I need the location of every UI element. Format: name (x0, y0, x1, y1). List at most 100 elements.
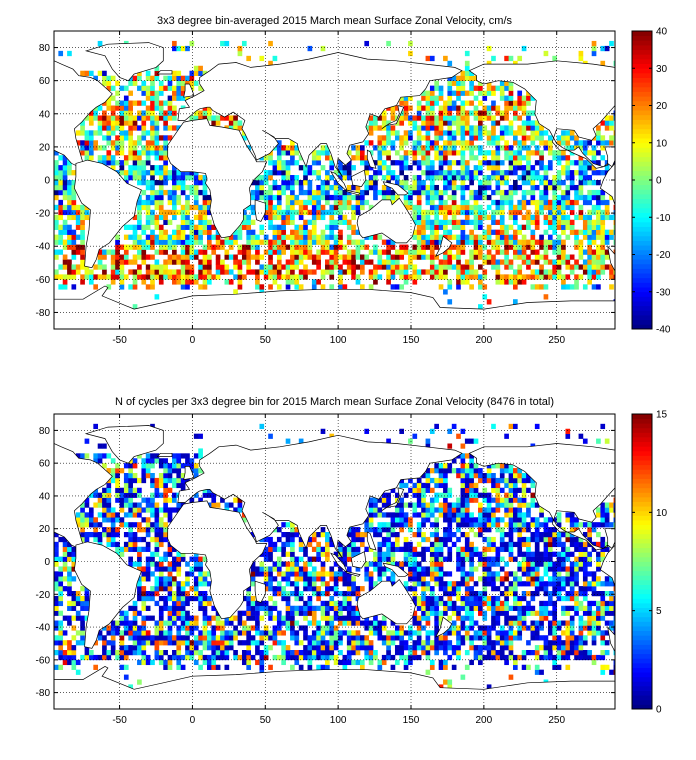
bin-cell (394, 507, 400, 513)
bin-cell (447, 463, 453, 469)
bin-cell (460, 640, 466, 646)
bin-cell (508, 189, 514, 196)
bin-cell (408, 189, 413, 196)
bin-cell (180, 581, 186, 587)
bin-cell (316, 551, 321, 557)
bin-cell (342, 664, 348, 670)
bin-cell (325, 551, 330, 557)
bin-cell (578, 254, 584, 260)
bin-cell (473, 175, 479, 181)
bin-cell (456, 556, 461, 562)
bin-cell (88, 130, 94, 136)
bin-cell (543, 140, 549, 146)
bin-cell (547, 269, 553, 275)
bin-cell (54, 650, 59, 656)
bin-cell (259, 566, 265, 572)
bin-cell (561, 150, 566, 156)
bin-cell (469, 497, 474, 503)
bin-cell (123, 664, 129, 670)
bin-cell (106, 135, 112, 141)
bin-cell (565, 155, 571, 161)
bin-cell (451, 224, 457, 230)
bin-cell (54, 194, 59, 201)
bin-cell (478, 224, 483, 230)
bin-cell (591, 180, 597, 186)
bin-cell (246, 654, 252, 661)
bin-cell (93, 264, 99, 270)
bin-cell (220, 115, 225, 121)
bin-cell (486, 204, 492, 211)
bin-cell (447, 443, 453, 449)
bin-cell (342, 654, 348, 661)
bin-cell (298, 640, 304, 646)
bin-cell (368, 180, 374, 186)
bin-cell (552, 184, 558, 191)
bin-cell (207, 254, 212, 260)
bin-cell (464, 492, 470, 498)
bin-cell (115, 125, 120, 131)
bin-cell (207, 487, 212, 493)
bin-cell (368, 571, 374, 577)
bin-cell (438, 492, 444, 498)
bin-cell (150, 239, 155, 245)
bin-cell (456, 581, 461, 587)
bin-cell (185, 170, 190, 176)
bin-cell (80, 224, 85, 230)
bin-cell (508, 224, 514, 230)
bin-cell (193, 650, 199, 656)
bin-cell (469, 189, 474, 196)
bin-cell (106, 532, 112, 538)
bin-cell (360, 160, 365, 166)
bin-cell (97, 453, 103, 459)
bin-cell (285, 571, 291, 577)
bin-cell (377, 571, 383, 577)
bin-cell (58, 209, 64, 216)
bin-cell (141, 175, 147, 181)
bin-cell (84, 650, 90, 656)
bin-cells (54, 40, 615, 310)
bin-cell (451, 458, 457, 464)
bin-cell (539, 125, 544, 131)
bin-cell (202, 605, 208, 611)
bin-cell (154, 600, 160, 607)
bin-cell (54, 214, 59, 221)
bin-cell (172, 75, 177, 81)
bin-cell (193, 615, 199, 621)
bin-cell (491, 170, 496, 176)
bin-cell (172, 249, 177, 255)
bin-cell (491, 264, 496, 270)
bin-cell (486, 180, 492, 186)
bin-cell (325, 180, 330, 186)
bin-cell (294, 160, 300, 166)
bin-cell (207, 229, 212, 235)
bin-cell (329, 630, 335, 636)
bin-cell (276, 249, 282, 255)
bin-cell (447, 125, 453, 131)
bin-cell (193, 551, 199, 557)
bin-cell (421, 581, 426, 587)
bin-cell (438, 150, 444, 156)
bin-cell (115, 546, 120, 552)
bin-cell (342, 591, 348, 597)
bin-cell (158, 244, 164, 250)
bin-cell (119, 284, 125, 290)
bin-cell (360, 620, 365, 626)
bin-cell (320, 635, 326, 641)
bin-cell (399, 512, 405, 518)
bin-cell (154, 630, 160, 636)
bin-cell (486, 110, 492, 116)
bin-cell (80, 150, 85, 156)
bin-cell (526, 165, 531, 171)
bin-cell (237, 640, 243, 646)
bin-cell (106, 482, 112, 489)
bin-cell (539, 284, 544, 290)
bin-cell (167, 566, 173, 572)
bin-cell (294, 234, 300, 240)
bin-cell (390, 620, 396, 626)
bin-cell (464, 650, 470, 656)
bin-cell (132, 100, 138, 106)
bin-cell (272, 55, 278, 62)
bin-cell (115, 497, 120, 503)
bin-cell (355, 610, 361, 616)
bin-cell (578, 140, 584, 146)
